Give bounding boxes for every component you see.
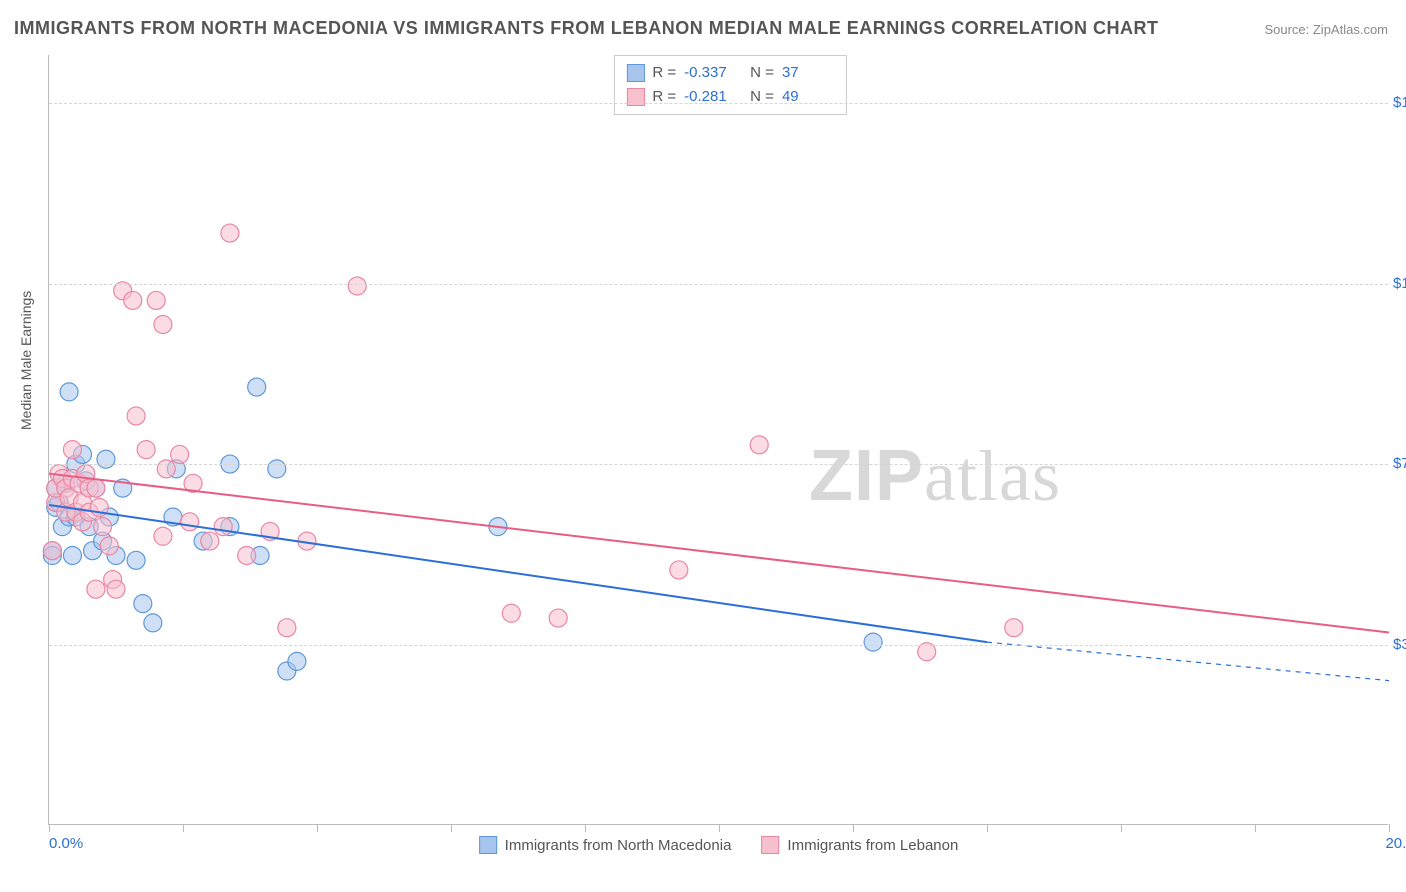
scatter-point [127, 551, 145, 569]
scatter-point [87, 479, 105, 497]
scatter-point [750, 436, 768, 454]
scatter-point [100, 537, 118, 555]
gridline [49, 284, 1388, 285]
x-tick-mark [719, 824, 720, 832]
legend-bottom: Immigrants from North Macedonia Immigran… [479, 836, 959, 854]
legend-label: Immigrants from Lebanon [787, 837, 958, 854]
x-tick-mark [853, 824, 854, 832]
scatter-point [87, 580, 105, 598]
scatter-point [157, 460, 175, 478]
source-label: Source: ZipAtlas.com [1264, 22, 1388, 37]
legend-item: Immigrants from North Macedonia [479, 836, 732, 854]
scatter-point [137, 441, 155, 459]
scatter-point [214, 518, 232, 536]
chart-container: IMMIGRANTS FROM NORTH MACEDONIA VS IMMIG… [0, 0, 1406, 892]
scatter-point [124, 291, 142, 309]
swatch-icon [761, 836, 779, 854]
scatter-point [144, 614, 162, 632]
trend-line-extrapolated [987, 642, 1389, 681]
x-tick-label: 20.0% [1385, 835, 1406, 852]
x-tick-mark [451, 824, 452, 832]
y-tick-label: $75,000 [1393, 455, 1406, 472]
x-tick-label: 0.0% [49, 835, 83, 852]
trend-line [49, 505, 987, 642]
swatch-icon [479, 836, 497, 854]
plot-svg [49, 55, 1388, 824]
y-axis-label: Median Male Earnings [18, 291, 34, 430]
x-tick-mark [49, 824, 50, 832]
y-tick-label: $150,000 [1393, 94, 1406, 111]
chart-title: IMMIGRANTS FROM NORTH MACEDONIA VS IMMIG… [14, 18, 1158, 39]
scatter-point [502, 604, 520, 622]
scatter-point [1005, 619, 1023, 637]
gridline [49, 103, 1388, 104]
scatter-point [248, 378, 266, 396]
scatter-point [171, 445, 189, 463]
x-tick-mark [987, 824, 988, 832]
gridline [49, 464, 1388, 465]
scatter-point [154, 316, 172, 334]
scatter-point [864, 633, 882, 651]
legend-item: Immigrants from Lebanon [761, 836, 958, 854]
x-tick-mark [317, 824, 318, 832]
x-tick-mark [1121, 824, 1122, 832]
scatter-point [43, 542, 61, 560]
scatter-point [549, 609, 567, 627]
scatter-point [63, 441, 81, 459]
scatter-point [134, 595, 152, 613]
scatter-point [107, 580, 125, 598]
scatter-point [127, 407, 145, 425]
x-tick-mark [183, 824, 184, 832]
legend-label: Immigrants from North Macedonia [505, 837, 732, 854]
gridline [49, 645, 1388, 646]
x-tick-mark [1255, 824, 1256, 832]
scatter-point [94, 518, 112, 536]
scatter-point [268, 460, 286, 478]
plot-area: ZIPatlas R = -0.337 N = 37 R = -0.281 N … [48, 55, 1388, 825]
x-tick-mark [1389, 824, 1390, 832]
scatter-point [147, 291, 165, 309]
scatter-point [201, 532, 219, 550]
x-tick-mark [585, 824, 586, 832]
scatter-point [288, 652, 306, 670]
scatter-point [97, 450, 115, 468]
scatter-point [63, 547, 81, 565]
scatter-point [348, 277, 366, 295]
scatter-point [154, 527, 172, 545]
scatter-point [278, 619, 296, 637]
y-tick-label: $112,500 [1393, 275, 1406, 292]
scatter-point [60, 383, 78, 401]
y-tick-label: $37,500 [1393, 636, 1406, 653]
scatter-point [670, 561, 688, 579]
scatter-point [181, 513, 199, 531]
scatter-point [238, 547, 256, 565]
scatter-point [221, 224, 239, 242]
